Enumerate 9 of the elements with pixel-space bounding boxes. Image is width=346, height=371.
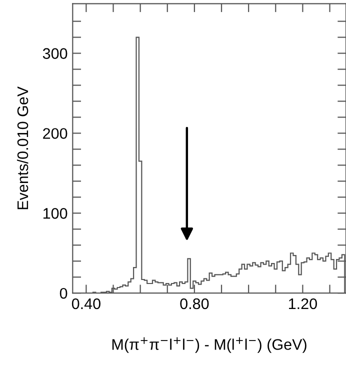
- text: M(π$^{+}$π$^{−}$l$^{+}$l$^{−}$) - M(l$^{+}$l$^{−}$) (GeV): [112, 337, 306, 353]
- x-tick-label: 0.40: [72, 298, 100, 310]
- x-tick-label: 0.80: [180, 298, 209, 310]
- y-axis-title: Events/0.010 GeV: [16, 86, 28, 210]
- y-tick-label: 300: [42, 48, 68, 59]
- y-tick-label: 200: [43, 128, 68, 139]
- y-tick-label: 0: [60, 288, 68, 299]
- y-tick-label: 100: [43, 208, 68, 219]
- x-tick-label: 1.20: [289, 298, 317, 310]
